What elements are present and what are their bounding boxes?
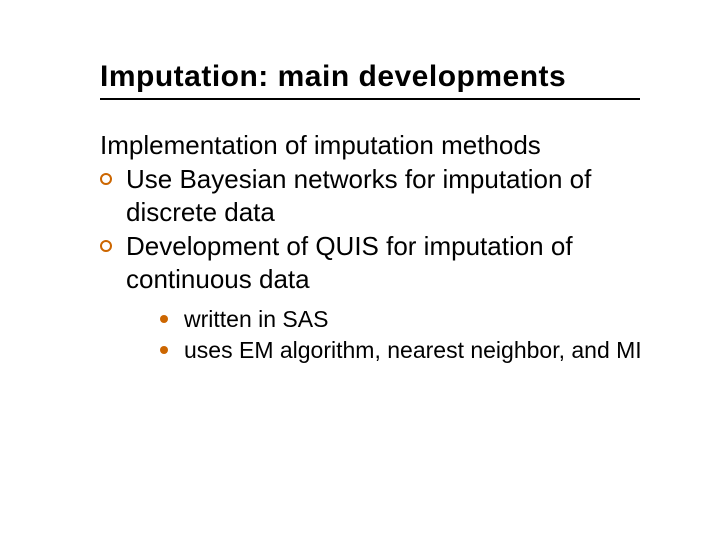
bullet-item: Use Bayesian networks for imputation of … [100,163,670,228]
circle-bullet-icon [100,240,112,252]
circle-bullet-icon [100,173,112,185]
bullet-item: Development of QUIS for imputation of co… [100,230,670,295]
sub-bullet-item: written in SAS [160,305,670,334]
sub-bullet-text: uses EM algorithm, nearest neighbor, and… [184,336,670,365]
bullet-text: Use Bayesian networks for imputation of … [126,163,670,228]
subheading: Implementation of imputation methods [100,130,670,161]
title-underline [100,98,640,100]
bullet-text: Development of QUIS for imputation of co… [126,230,670,295]
slide-title: Imputation: main developments [100,60,670,98]
bullet-list: Use Bayesian networks for imputation of … [100,163,670,295]
sub-bullet-text: written in SAS [184,305,670,334]
slide: Imputation: main developments Implementa… [0,0,720,540]
sub-bullet-list: written in SAS uses EM algorithm, neares… [160,305,670,365]
dot-bullet-icon [160,346,168,354]
dot-bullet-icon [160,315,168,323]
sub-bullet-item: uses EM algorithm, nearest neighbor, and… [160,336,670,365]
